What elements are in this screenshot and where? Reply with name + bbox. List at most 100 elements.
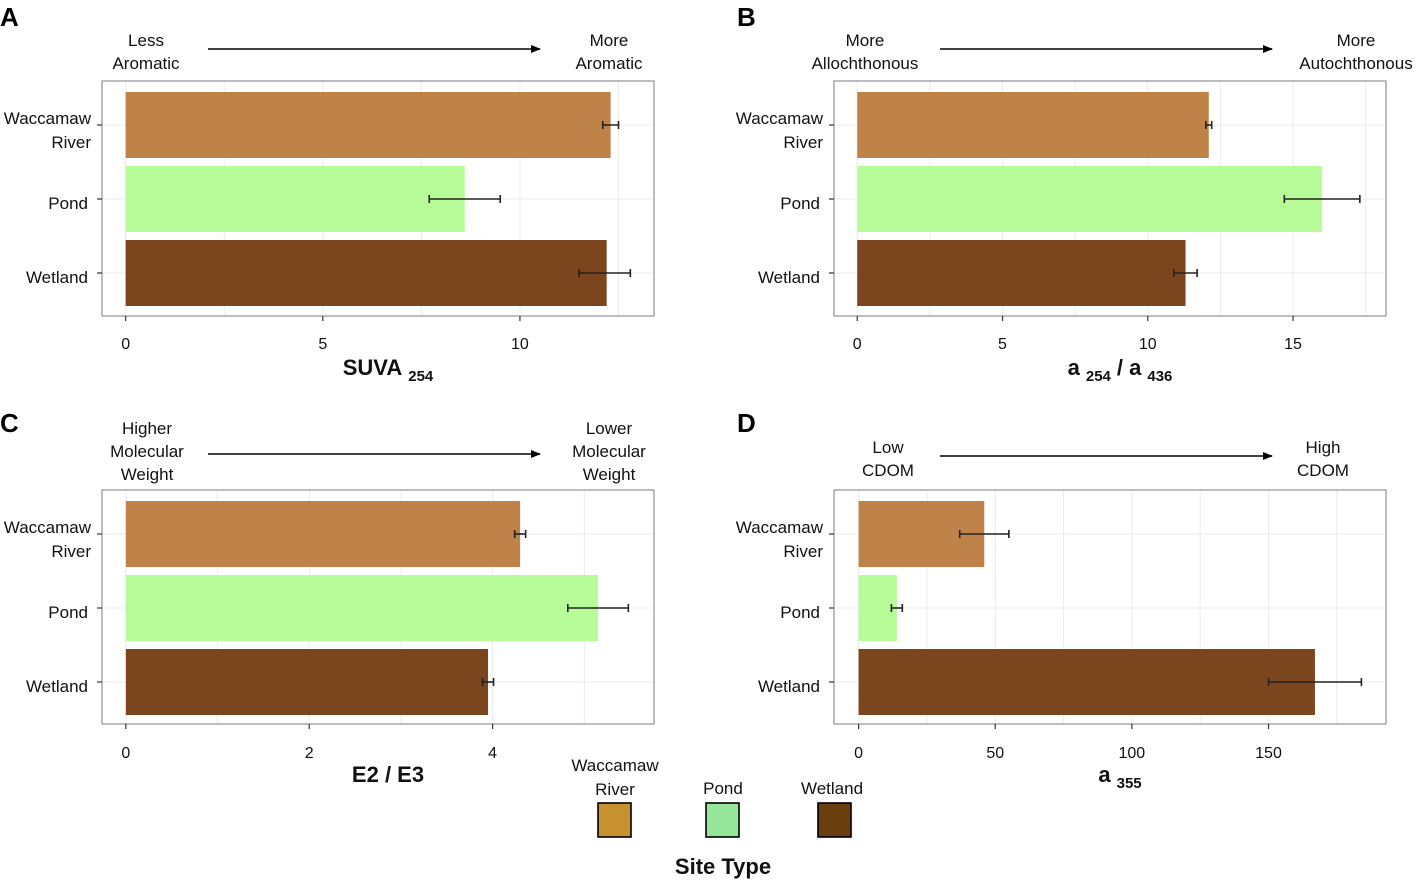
category-label: Pond <box>780 603 820 622</box>
panel-letter: B <box>737 2 756 32</box>
x-tick-label: 15 <box>1284 336 1302 353</box>
error-bar <box>1173 269 1198 277</box>
category-label: Wetland <box>26 268 88 287</box>
error-bar <box>601 121 620 129</box>
legend-item-pond: Pond <box>703 779 743 838</box>
x-axis-title-text: / a <box>1117 355 1142 380</box>
x-axis-title: a 254 / a 436 <box>1068 355 1173 385</box>
bar-pond <box>125 575 599 641</box>
category-label: Wetland <box>758 677 820 696</box>
chart-panel-b: B More Allochthonous More Autochthonous Wacca… <box>736 2 1413 385</box>
x-axis-title: a 355 <box>1098 762 1141 792</box>
annotation-right-text: More <box>590 31 629 50</box>
legend-label: Wetland <box>801 779 863 798</box>
category-label: River <box>783 133 823 152</box>
bar-wetland <box>125 240 607 306</box>
annotation-right-text: More <box>1337 31 1376 50</box>
category-label: Waccamaw <box>4 518 92 537</box>
x-axis-title-text: E2 / E3 <box>352 762 424 787</box>
category-label: Pond <box>48 603 88 622</box>
category-label: Waccamaw <box>736 518 824 537</box>
x-axis-title-subscript: 355 <box>1117 775 1142 792</box>
error-bar <box>578 269 632 277</box>
x-tick-label: 2 <box>305 745 314 762</box>
chart-panel-a: A Less Aromatic More Aromatic Waccamaw River Po… <box>0 2 655 385</box>
bar-waccamaw-river <box>857 92 1209 158</box>
legend-title: Site Type <box>675 854 771 879</box>
annotation-left-text: Allochthonous <box>812 54 919 73</box>
x-tick-label: 10 <box>511 336 529 353</box>
annotation-right-text: Lower <box>586 419 633 438</box>
x-axis-title-subscript: 254 <box>408 368 434 385</box>
chart-panel-c: C Higher Molecular Weight Lower Molecular Weig… <box>0 408 655 787</box>
panel-letter: C <box>0 408 19 438</box>
x-tick-label: 10 <box>1139 336 1157 353</box>
x-axis-title-subscript: 436 <box>1147 368 1172 385</box>
x-tick-label: 0 <box>854 745 863 762</box>
annotation-right-text: Molecular <box>572 442 646 461</box>
plot-border <box>833 489 1387 725</box>
legend-label: Pond <box>703 779 743 798</box>
x-axis-title-text: a <box>1098 762 1111 787</box>
x-axis-title-text: SUVA <box>343 355 403 380</box>
error-bar <box>481 678 495 686</box>
legend-label: River <box>595 780 635 799</box>
category-label: Waccamaw <box>736 109 824 128</box>
annotation-right-text: CDOM <box>1297 461 1349 480</box>
error-bar <box>958 530 1010 538</box>
panel-letter: A <box>0 2 19 32</box>
bar-pond <box>858 575 897 641</box>
x-tick-label: 0 <box>121 336 130 353</box>
bar-waccamaw-river <box>125 501 521 567</box>
annotation-left-text: More <box>846 31 885 50</box>
x-tick-label: 50 <box>986 745 1004 762</box>
bar-wetland <box>125 649 489 715</box>
category-label: Waccamaw <box>4 109 92 128</box>
legend-swatch <box>597 802 632 838</box>
category-label: River <box>51 133 91 152</box>
x-axis-title: SUVA 254 <box>343 355 434 385</box>
x-axis-title-text: a <box>1068 355 1081 380</box>
x-tick-label: 0 <box>853 336 862 353</box>
legend-label: Waccamaw <box>571 756 659 775</box>
bar-wetland <box>857 240 1186 306</box>
category-label: River <box>51 542 91 561</box>
x-tick-label: 100 <box>1119 745 1146 762</box>
legend-item-wetland: Wetland <box>801 779 863 838</box>
annotation-left-text: Low <box>872 438 904 457</box>
legend-swatch <box>817 802 852 838</box>
category-label: Wetland <box>26 677 88 696</box>
category-label: River <box>783 542 823 561</box>
category-label: Pond <box>780 194 820 213</box>
annotation-right-text: Weight <box>583 465 636 484</box>
error-bar <box>567 604 630 612</box>
annotation-left-text: Less <box>128 31 164 50</box>
bar-pond <box>857 166 1323 232</box>
annotation-left-text: Higher <box>122 419 172 438</box>
annotation-left-text: Aromatic <box>112 54 180 73</box>
x-axis-title: E2 / E3 <box>352 762 424 787</box>
bar-waccamaw-river <box>125 92 611 158</box>
x-axis-title-subscript: 254 <box>1086 368 1112 385</box>
error-bar <box>1205 121 1213 129</box>
annotation-left-text: CDOM <box>862 461 914 480</box>
x-tick-label: 5 <box>318 336 327 353</box>
error-bar <box>1283 195 1361 203</box>
error-bar <box>428 195 502 203</box>
legend-swatch <box>705 802 740 838</box>
category-label: Pond <box>48 194 88 213</box>
annotation-right-text: Autochthonous <box>1299 54 1412 73</box>
bar-wetland <box>858 649 1315 715</box>
bar-pond <box>125 166 465 232</box>
x-tick-label: 5 <box>998 336 1007 353</box>
annotation-right-text: High <box>1306 438 1341 457</box>
chart-panel-d: D Low CDOM High CDOM Waccamaw River Pond Wetland… <box>736 408 1387 792</box>
annotation-left-text: Molecular <box>110 442 184 461</box>
legend: Waccamaw River Pond Wetland Site Type <box>571 756 863 879</box>
panel-letter: D <box>737 408 756 438</box>
x-tick-label: 0 <box>121 745 130 762</box>
error-bar <box>513 530 527 538</box>
category-label: Wetland <box>758 268 820 287</box>
plot-border <box>101 489 655 725</box>
